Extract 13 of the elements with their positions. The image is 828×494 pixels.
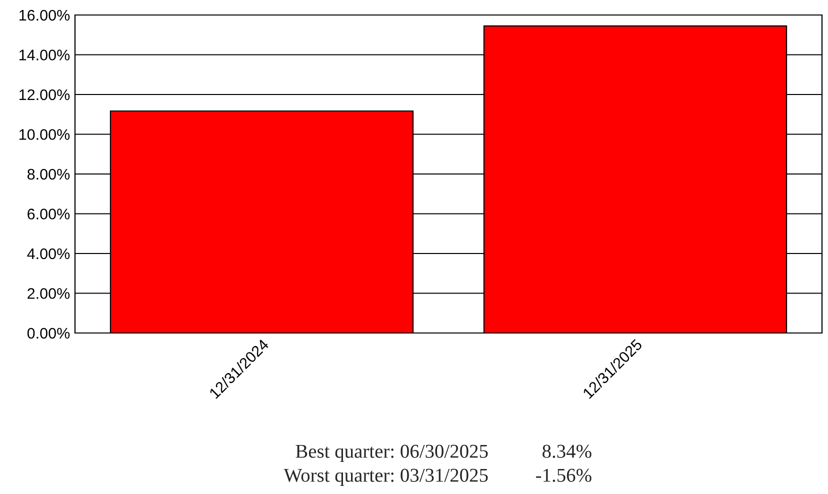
y-tick-label: 2.00%	[28, 288, 70, 299]
text: -1.56%	[536, 468, 592, 482]
y-tick-label: 16.00%	[19, 10, 70, 21]
y-tick-label: 14.00%	[19, 50, 70, 60]
y-tick-label: 4.00%	[27, 248, 70, 260]
text: 8.34%	[542, 444, 592, 458]
y-tick-label: 10.00%	[19, 129, 70, 140]
text: Best quarter: 06/30/2025	[296, 444, 488, 462]
y-tick-label: 12.00%	[19, 89, 70, 100]
y-tick-label: 8.00%	[27, 168, 70, 180]
y-tick-label: 6.00%	[28, 208, 70, 220]
text: Worst quarter: 03/31/2025	[284, 468, 488, 486]
y-tick-label: 0.00%	[27, 328, 70, 339]
